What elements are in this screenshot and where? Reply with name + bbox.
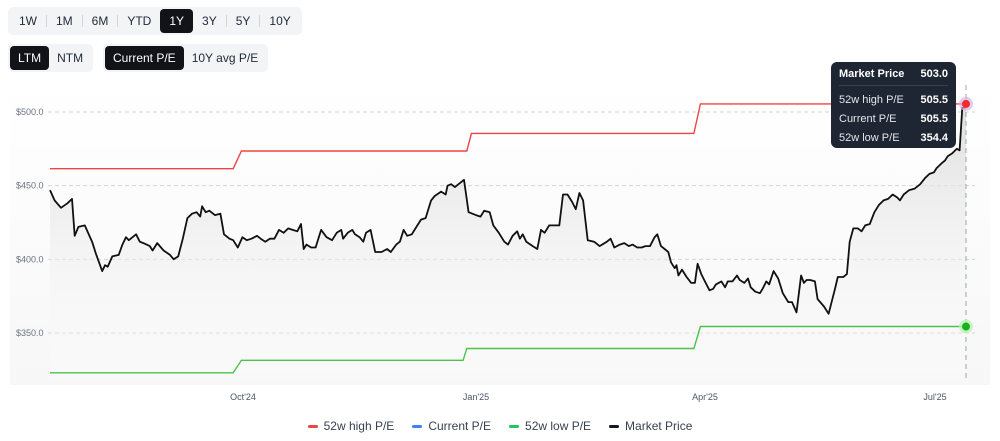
legend-label: Market Price (625, 419, 693, 433)
tooltip-value: 505.5 (920, 94, 948, 106)
range-tab-6m[interactable]: 6M (91, 14, 109, 28)
tooltip-row-low-pe: 52w low P/E 354.4 (839, 129, 948, 148)
range-tab-10y[interactable]: 10Y (269, 14, 291, 28)
tooltip-label: Current P/E (839, 113, 897, 125)
market-price-line (49, 106, 966, 315)
range-tab-5y[interactable]: 5Y (235, 14, 251, 28)
x-tick-label: Jan'25 (463, 392, 489, 402)
earnings-basis-selector: LTM NTM (8, 44, 94, 72)
separator (259, 15, 261, 27)
legend-swatch-icon (509, 424, 520, 428)
tooltip-row-current-pe: Current P/E 505.5 (839, 110, 948, 129)
legend-item-low-pe[interactable]: 52w low P/E (509, 419, 591, 433)
tooltip-value: 354.4 (920, 132, 948, 144)
x-axis-labels: Oct'24 Jan'25 Apr'25 Jul'25 (230, 392, 946, 402)
y-tick-label: $350.0 (16, 328, 44, 338)
pe-tab-10y-avg-p-e[interactable]: 10Y avg P/E (191, 51, 259, 65)
separator (225, 15, 227, 27)
time-range-selector: 1W 1M 6M YTD 1Y 3Y 5Y 10Y (8, 7, 302, 35)
pe-comparison-selector: Current P/E 10Y avg P/E (103, 44, 269, 72)
separator (117, 15, 119, 27)
tooltip-row-high-pe: 52w high P/E 505.5 (839, 91, 948, 110)
high-pe-line (50, 103, 966, 170)
tooltip-value: 505.5 (920, 113, 948, 125)
range-tab-ytd[interactable]: YTD (127, 14, 152, 28)
x-tick-label: Apr'25 (692, 392, 718, 402)
chart-legend: 52w high P/E Current P/E 52w low P/E Mar… (0, 419, 1000, 433)
basis-tab-ntm[interactable]: NTM (57, 51, 84, 65)
pe-tab-current-p-e[interactable]: Current P/E (105, 46, 184, 70)
low-pe-line (50, 325, 966, 374)
y-tick-label: $450.0 (16, 181, 44, 191)
low-pe-marker (962, 322, 970, 331)
legend-label: 52w low P/E (525, 419, 592, 433)
range-tab-1w[interactable]: 1W (19, 14, 37, 28)
legend-swatch-icon (412, 424, 423, 428)
tooltip-title: Market Price (839, 68, 905, 80)
y-axis-labels: $350.0 $400.0 $450.0 $500.0 (16, 107, 44, 338)
legend-item-high-pe[interactable]: 52w high P/E (307, 419, 395, 433)
legend-swatch-icon (609, 424, 620, 428)
tooltip-label: 52w low P/E (839, 132, 900, 144)
range-tab-3y[interactable]: 3Y (202, 14, 217, 28)
y-tick-label: $400.0 (16, 254, 44, 264)
separator (81, 15, 83, 27)
range-tab-1y[interactable]: 1Y (160, 9, 194, 33)
high-pe-marker (962, 99, 970, 108)
tooltip-title-value: 503.0 (920, 68, 948, 80)
hover-tooltip: Market Price 503.0 52w high P/E 505.5 Cu… (831, 62, 956, 148)
crosshair-markers (959, 96, 973, 334)
range-tab-1m[interactable]: 1M (56, 14, 73, 28)
separator (46, 15, 47, 27)
legend-swatch-icon (307, 424, 318, 428)
market-price-area (50, 107, 966, 378)
legend-item-current-pe[interactable]: Current P/E (412, 419, 491, 433)
legend-label: 52w high P/E (323, 419, 395, 433)
tooltip-label: 52w high P/E (839, 94, 904, 106)
legend-label: Current P/E (428, 419, 492, 433)
legend-item-market-price[interactable]: Market Price (609, 419, 692, 433)
x-tick-label: Oct'24 (230, 392, 256, 402)
x-tick-label: Jul'25 (923, 392, 946, 402)
tooltip-header: Market Price 503.0 (839, 68, 948, 86)
basis-tab-ltm[interactable]: LTM (10, 46, 50, 70)
y-tick-label: $500.0 (16, 107, 44, 117)
